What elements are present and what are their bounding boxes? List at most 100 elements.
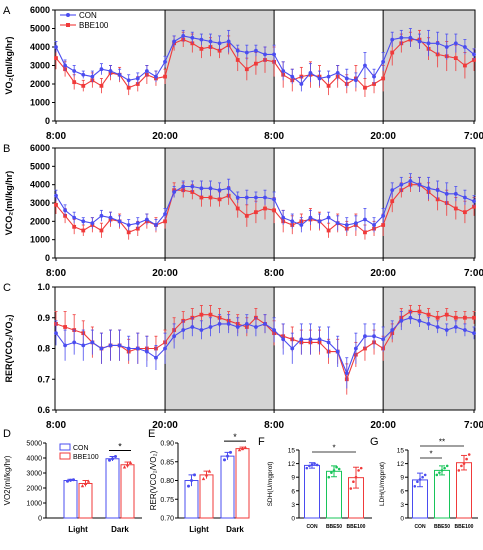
data-point [190,184,195,189]
data-point [417,182,422,187]
legend-marker [66,23,70,27]
data-point [463,315,467,320]
data-point [326,340,331,345]
data-point [172,39,177,44]
data-point [463,210,467,215]
data-point [90,74,95,79]
x-tick-label: BBE50 [434,524,450,530]
sample-point [457,469,461,472]
panel-letter: C [3,282,11,294]
data-point [217,322,222,326]
data-point [72,215,77,220]
data-point [235,325,240,329]
sample-point [357,469,360,472]
x-tick-label: CON [306,524,318,530]
data-point [126,346,131,351]
data-point [254,210,258,215]
data-point [181,34,186,38]
data-point [472,199,476,204]
x-tick-label: 7:00 [464,131,483,142]
y-tick-label: 5000 [30,161,50,171]
data-point [226,39,231,44]
data-point [399,35,404,40]
data-point [308,215,313,220]
data-point [135,221,140,226]
sample-point [440,469,444,472]
data-point [235,206,240,211]
data-point [235,195,240,200]
x-tick-label: CON [414,524,426,530]
data-point [426,186,431,191]
panel-B: 0 1000 2000 3000 4000 5000 6000 VCO₂(ml/kg/hr) B… [3,143,483,279]
sample-point [465,457,468,461]
sample-point [111,457,114,461]
data-point [244,213,249,218]
data-point [81,219,86,224]
x-tick-label: 8:00 [46,420,66,431]
data-point [453,191,458,196]
legend-label: CON [73,445,89,452]
data-point [453,56,458,60]
data-point [335,221,340,226]
x-tick-label: 8:00 [46,268,66,279]
sample-point [330,471,333,474]
data-point [472,52,476,57]
data-point [81,72,86,77]
sample-point [108,458,111,462]
y-tick-label: 0.80 [160,478,174,485]
x-tick-label: 8:00 [264,131,284,142]
data-point [99,213,104,218]
y-axis-label: SDH(U/mgprot) [267,462,274,507]
data-point [199,37,204,42]
legend-label: BBE100 [73,454,99,461]
data-point [335,349,340,354]
sample-point [190,479,193,482]
data-point [272,208,276,213]
y-tick-label: 15 [288,448,296,455]
sample-point [352,480,355,484]
y-tick-label: 2000 [30,79,50,89]
data-point [299,82,304,86]
data-point [381,213,386,218]
data-point [235,58,240,62]
data-point [108,343,113,348]
sample-point [421,475,424,479]
y-tick-label: 5000 [26,441,42,448]
panel-A: 0 1000 2000 3000 4000 5000 6000 VO₂(ml/kg/hr) A 8… [3,5,483,142]
series-con [54,28,476,92]
data-point [363,334,367,339]
sample-point [413,484,417,488]
sample-point [359,466,363,470]
y-axis-label: VO2(ml/kg/hr) [3,455,12,505]
data-point [154,223,158,227]
data-point [99,67,104,72]
sample-point [66,479,69,483]
sample-point [80,484,85,488]
data-point [435,197,440,202]
data-point [444,328,449,332]
y-tick-label: 0.8 [37,344,50,354]
y-tick-label: 1.0 [37,282,50,292]
data-point [263,206,267,211]
data-point [163,212,167,216]
data-point [408,315,413,320]
panel-letter: B [3,143,10,155]
sample-point [86,479,91,483]
y-tick-label: 6 [291,488,295,495]
data-point [244,322,249,326]
data-point [381,337,386,342]
sample-point [122,465,127,469]
sample-point [305,466,309,470]
y-tick-label: 3000 [30,61,50,71]
data-point [63,63,67,68]
y-tick-label: 6000 [30,5,50,15]
data-point [263,195,267,200]
x-tick-label: Light [189,525,209,534]
data-point [63,213,67,218]
y-tick-label: 2000 [26,486,42,493]
data-point [408,35,413,40]
data-point [390,50,395,55]
data-point [54,193,58,198]
